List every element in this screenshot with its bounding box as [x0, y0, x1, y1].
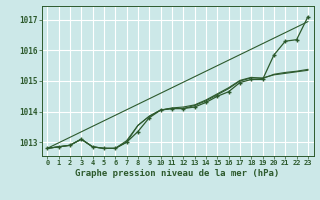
X-axis label: Graphe pression niveau de la mer (hPa): Graphe pression niveau de la mer (hPa) [76, 169, 280, 178]
